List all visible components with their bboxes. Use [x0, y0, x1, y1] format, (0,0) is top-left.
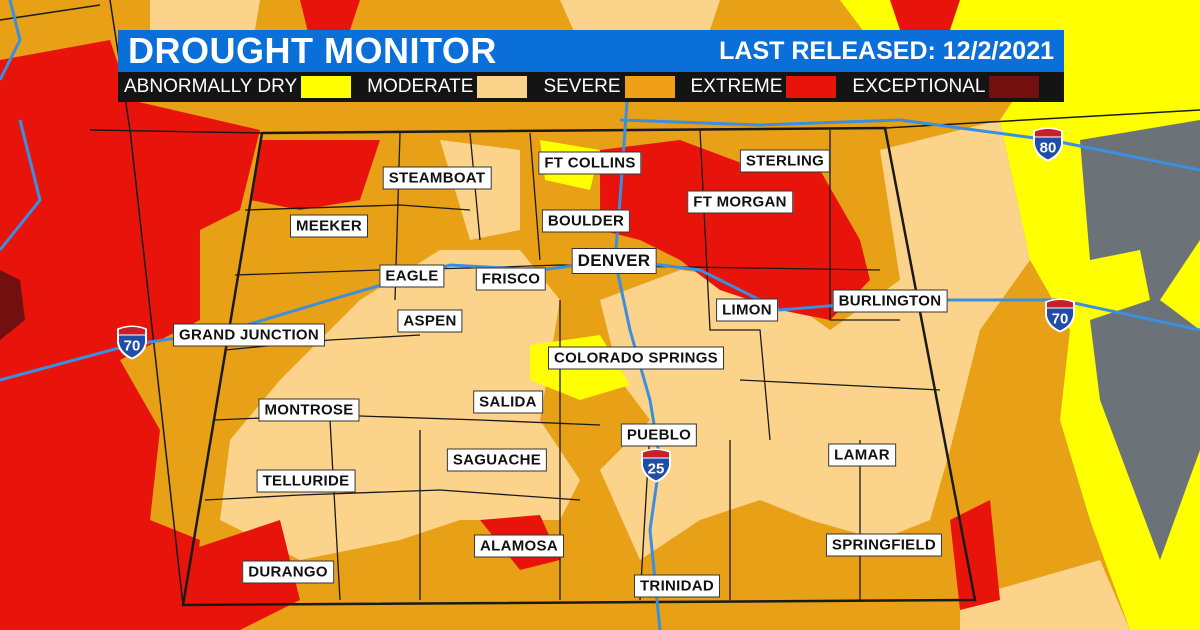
city-label: FT MORGAN: [687, 190, 793, 214]
city-label: LIMON: [716, 298, 778, 322]
legend-item: MODERATE: [367, 76, 528, 98]
legend-label: MODERATE: [367, 76, 474, 97]
title-bar: DROUGHT MONITOR LAST RELEASED: 12/2/2021: [118, 30, 1064, 72]
abnormally-dry-region: [530, 0, 1200, 630]
legend-label: EXTREME: [690, 76, 783, 97]
title: DROUGHT MONITOR: [128, 30, 497, 71]
city-label: COLORADO SPRINGS: [548, 346, 724, 370]
legend-swatch: [477, 76, 528, 98]
legend-item: SEVERE: [543, 76, 675, 98]
city-label: DENVER: [571, 248, 657, 274]
header: DROUGHT MONITOR LAST RELEASED: 12/2/2021…: [118, 30, 1064, 102]
city-label: TELLURIDE: [256, 469, 356, 493]
city-label: DURANGO: [242, 560, 334, 584]
legend-item: EXTREME: [691, 76, 837, 98]
interstate-number: 70: [123, 337, 141, 355]
moderate-region: [150, 0, 1130, 630]
city-label: FRISCO: [475, 267, 547, 291]
city-label: SALIDA: [473, 390, 543, 414]
city-label: FT COLLINS: [538, 151, 642, 175]
other-state-lines: [0, 0, 1200, 606]
city-label: PUEBLO: [620, 423, 698, 447]
city-label: STERLING: [739, 149, 831, 173]
extreme-region: [0, 0, 1000, 630]
interstate-number: 25: [647, 460, 665, 478]
state-outline: [181, 126, 977, 607]
no-data-region: [1080, 120, 1200, 560]
city-label: SPRINGFIELD: [825, 533, 943, 557]
city-label: MONTROSE: [258, 398, 360, 422]
city-label: BURLINGTON: [832, 289, 948, 313]
interstate-number: 70: [1051, 310, 1069, 328]
city-label: ALAMOSA: [474, 534, 564, 558]
city-label: ASPEN: [397, 309, 463, 333]
interstate-shield-icon: 70: [115, 325, 149, 366]
legend-label: EXCEPTIONAL: [852, 76, 986, 97]
city-label: SAGUACHE: [446, 448, 548, 472]
city-label: TRINIDAD: [633, 574, 721, 598]
interstate-shield-icon: 80: [1031, 127, 1065, 168]
interstate-shield-icon: 70: [1043, 298, 1077, 339]
legend-label: SEVERE: [543, 76, 621, 97]
exceptional-region: [0, 270, 25, 340]
interstate-number: 80: [1039, 139, 1057, 157]
legend: ABNORMALLY DRY MODERATE SEVERE EXTREME EXCEP…: [118, 72, 1064, 102]
city-label: BOULDER: [541, 209, 631, 233]
legend-swatch: [786, 76, 837, 98]
legend-label: ABNORMALLY DRY: [124, 76, 298, 97]
legend-swatch: [624, 76, 675, 98]
city-label: LAMAR: [828, 443, 896, 467]
city-label: GRAND JUNCTION: [172, 323, 326, 347]
city-label: STEAMBOAT: [382, 166, 492, 190]
interstate-shield-icon: 25: [639, 448, 673, 489]
city-label: MEEKER: [290, 214, 368, 238]
county-lines: [204, 129, 941, 601]
legend-swatch: [989, 76, 1040, 98]
legend-swatch: [301, 76, 352, 98]
legend-item: EXCEPTIONAL: [852, 76, 1040, 98]
city-label: EAGLE: [379, 264, 445, 288]
legend-item: ABNORMALLY DRY: [124, 76, 352, 98]
last-released: LAST RELEASED: 12/2/2021: [719, 36, 1054, 65]
